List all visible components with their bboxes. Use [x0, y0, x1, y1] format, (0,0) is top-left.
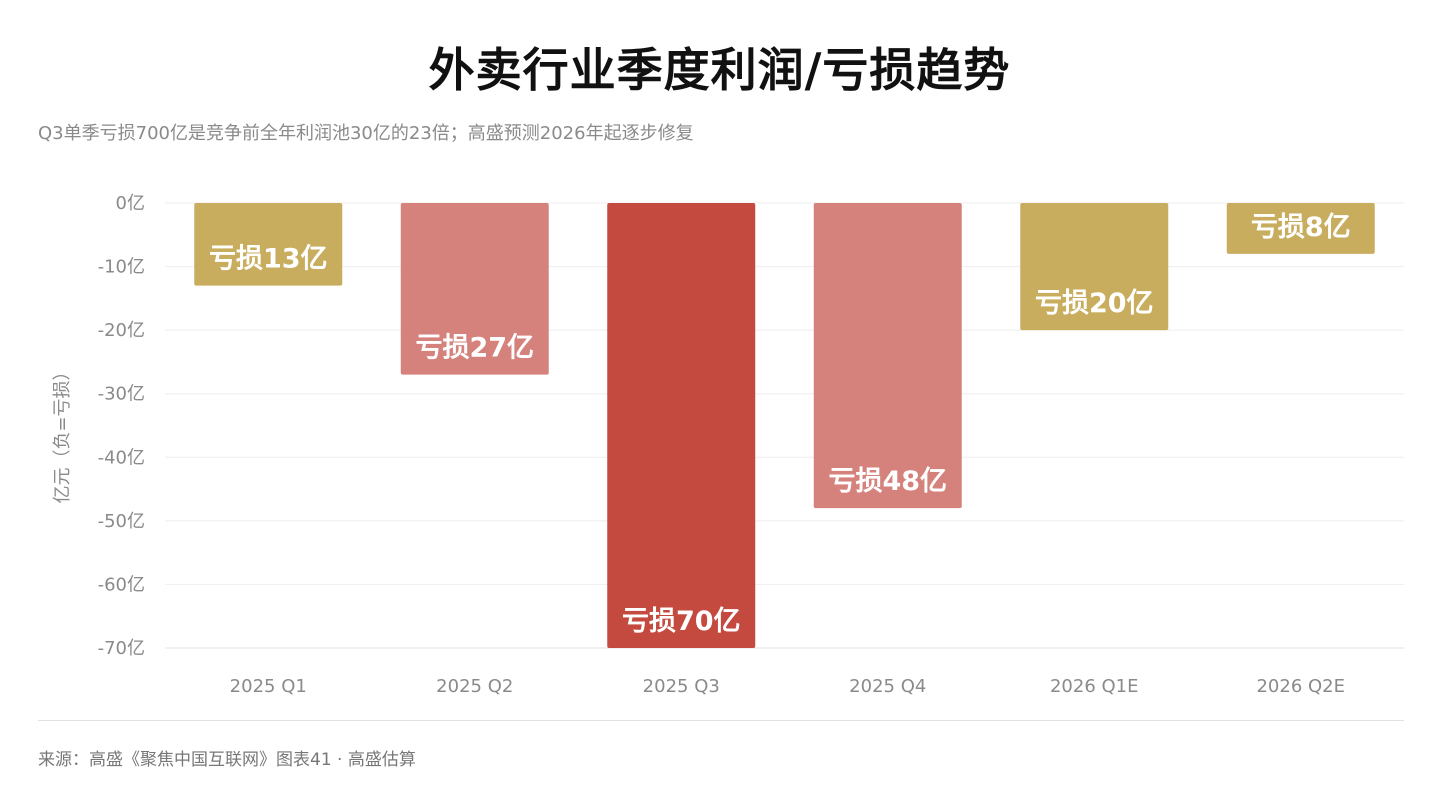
x-tick-label: 2026 Q1E — [1050, 676, 1139, 697]
x-axis-ticks: 2025 Q1 2025 Q2 2025 Q3 2025 Q4 2026 Q1E 2026… — [230, 676, 1345, 697]
gridlines — [165, 203, 1404, 648]
y-tick-label: -20亿 — [98, 320, 145, 341]
y-tick-label: -10亿 — [98, 257, 145, 278]
x-tick-label: 2025 Q1 — [230, 676, 307, 697]
x-tick-label: 2025 Q4 — [849, 676, 926, 697]
bar — [814, 203, 962, 508]
x-tick-label: 2025 Q2 — [436, 676, 513, 697]
y-axis-label: 亿元（负=亏损） — [52, 362, 73, 503]
y-tick-label: -50亿 — [98, 511, 145, 532]
bars — [194, 203, 1375, 648]
y-axis-ticks: 0亿 -10亿 -20亿 -30亿 -40亿 -50亿 -60亿 -70亿 — [98, 193, 145, 659]
bar-value-label: 亏损70亿 — [622, 606, 741, 637]
source-note: 来源：高盛《聚焦中国互联网》图表41 · 高盛估算 — [38, 745, 416, 770]
bar-value-label: 亏损8亿 — [1251, 212, 1351, 243]
bar-value-label: 亏损13亿 — [209, 244, 328, 275]
bar-value-label: 亏损27亿 — [415, 333, 534, 364]
bar-value-label: 亏损20亿 — [1035, 288, 1154, 319]
y-tick-label: 0亿 — [116, 193, 145, 214]
bar-value-label: 亏损48亿 — [828, 466, 947, 497]
bar — [607, 203, 755, 648]
x-tick-label: 2025 Q3 — [643, 676, 720, 697]
footer-divider — [38, 720, 1404, 721]
y-tick-label: -60亿 — [98, 574, 145, 595]
y-tick-label: -30亿 — [98, 384, 145, 405]
y-tick-label: -40亿 — [98, 447, 145, 468]
y-tick-label: -70亿 — [98, 638, 145, 659]
x-tick-label: 2026 Q2E — [1256, 676, 1345, 697]
